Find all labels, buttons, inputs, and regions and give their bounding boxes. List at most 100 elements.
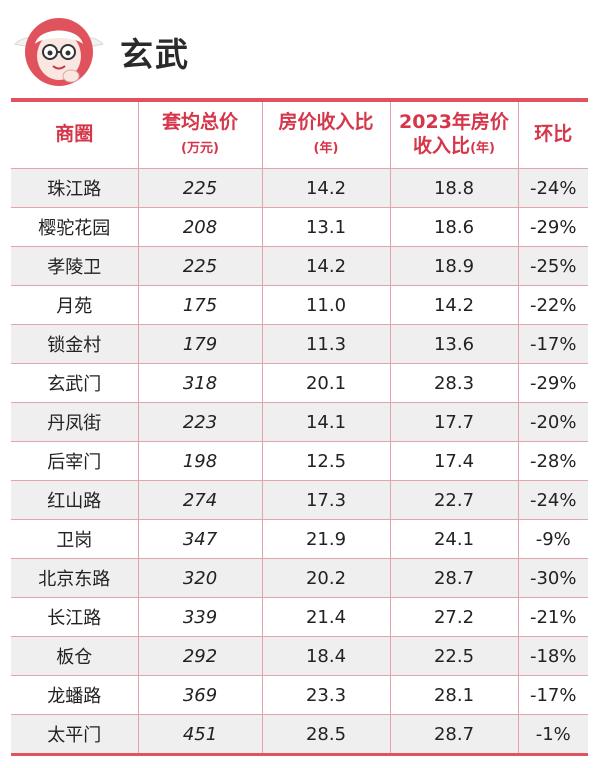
cell-avg-price: 369 bbox=[138, 675, 263, 715]
cell-price-income-ratio: 17.3 bbox=[262, 480, 391, 520]
cell-ratio-2023: 22.5 bbox=[390, 636, 519, 676]
cell-ratio-2023: 24.1 bbox=[390, 519, 519, 559]
cell-change: -9% bbox=[518, 519, 588, 559]
cell-change: -17% bbox=[518, 324, 588, 364]
cell-area: 后宰门 bbox=[11, 441, 139, 481]
cell-area: 红山路 bbox=[11, 480, 139, 520]
table-top-rule bbox=[11, 98, 588, 102]
cell-area: 卫岗 bbox=[11, 519, 139, 559]
cell-avg-price: 198 bbox=[138, 441, 263, 481]
table-row: 太平门 451 28.5 28.7 -1% bbox=[11, 714, 588, 753]
housing-price-table: 商圈 套均总价 (万元) 房价收入比 (年) 2023年房价 收入比(年) 环比 珠江… bbox=[11, 98, 588, 756]
cell-area: 太平门 bbox=[11, 714, 139, 753]
cell-avg-price: 175 bbox=[138, 285, 263, 325]
cell-area: 樱驼花园 bbox=[11, 207, 139, 247]
cell-change: -24% bbox=[518, 168, 588, 208]
cell-area: 丹凤街 bbox=[11, 402, 139, 442]
table-row: 月苑 175 11.0 14.2 -22% bbox=[11, 285, 588, 325]
cell-price-income-ratio: 11.0 bbox=[262, 285, 391, 325]
cell-area: 板仓 bbox=[11, 636, 139, 676]
cell-change: -18% bbox=[518, 636, 588, 676]
cell-price-income-ratio: 20.2 bbox=[262, 558, 391, 598]
cell-avg-price: 292 bbox=[138, 636, 263, 676]
cell-avg-price: 339 bbox=[138, 597, 263, 637]
table-row: 板仓 292 18.4 22.5 -18% bbox=[11, 636, 588, 676]
cell-change: -22% bbox=[518, 285, 588, 325]
cell-ratio-2023: 18.9 bbox=[390, 246, 519, 286]
cell-avg-price: 451 bbox=[138, 714, 263, 753]
cell-area: 月苑 bbox=[11, 285, 139, 325]
cell-change: -29% bbox=[518, 363, 588, 403]
cell-avg-price: 179 bbox=[138, 324, 263, 364]
cell-ratio-2023: 28.3 bbox=[390, 363, 519, 403]
table-header-row: 商圈 套均总价 (万元) 房价收入比 (年) 2023年房价 收入比(年) 环比 bbox=[11, 102, 588, 169]
cell-ratio-2023: 18.8 bbox=[390, 168, 519, 208]
column-header-price-income-ratio: 房价收入比 (年) bbox=[262, 102, 391, 169]
cell-avg-price: 208 bbox=[138, 207, 263, 247]
cell-area: 珠江路 bbox=[11, 168, 139, 208]
cell-ratio-2023: 22.7 bbox=[390, 480, 519, 520]
table-row: 卫岗 347 21.9 24.1 -9% bbox=[11, 519, 588, 559]
cell-avg-price: 225 bbox=[138, 168, 263, 208]
cell-area: 玄武门 bbox=[11, 363, 139, 403]
cell-price-income-ratio: 18.4 bbox=[262, 636, 391, 676]
cell-change: -24% bbox=[518, 480, 588, 520]
cell-area: 孝陵卫 bbox=[11, 246, 139, 286]
cell-price-income-ratio: 13.1 bbox=[262, 207, 391, 247]
table-row: 孝陵卫 225 14.2 18.9 -25% bbox=[11, 246, 588, 286]
table-row: 锁金村 179 11.3 13.6 -17% bbox=[11, 324, 588, 364]
cell-ratio-2023: 27.2 bbox=[390, 597, 519, 637]
cell-ratio-2023: 13.6 bbox=[390, 324, 519, 364]
cell-price-income-ratio: 14.1 bbox=[262, 402, 391, 442]
table-row: 北京东路 320 20.2 28.7 -30% bbox=[11, 558, 588, 598]
cell-ratio-2023: 28.7 bbox=[390, 714, 519, 753]
table-row: 樱驼花园 208 13.1 18.6 -29% bbox=[11, 207, 588, 247]
column-header-change: 环比 bbox=[518, 102, 588, 169]
table-row: 珠江路 225 14.2 18.8 -24% bbox=[11, 168, 588, 208]
cartoon-character-logo-icon bbox=[13, 14, 105, 88]
column-header-ratio-2023: 2023年房价 收入比(年) bbox=[390, 102, 519, 169]
cell-change: -17% bbox=[518, 675, 588, 715]
cell-change: -1% bbox=[518, 714, 588, 753]
cell-avg-price: 318 bbox=[138, 363, 263, 403]
cell-area: 北京东路 bbox=[11, 558, 139, 598]
table-row: 红山路 274 17.3 22.7 -24% bbox=[11, 480, 588, 520]
cell-avg-price: 223 bbox=[138, 402, 263, 442]
cell-price-income-ratio: 28.5 bbox=[262, 714, 391, 753]
cell-area: 锁金村 bbox=[11, 324, 139, 364]
cell-avg-price: 347 bbox=[138, 519, 263, 559]
column-header-avg-price: 套均总价 (万元) bbox=[138, 102, 263, 169]
cell-price-income-ratio: 14.2 bbox=[262, 246, 391, 286]
cell-ratio-2023: 28.7 bbox=[390, 558, 519, 598]
cell-ratio-2023: 17.4 bbox=[390, 441, 519, 481]
cell-avg-price: 274 bbox=[138, 480, 263, 520]
table-bottom-rule bbox=[11, 753, 588, 756]
cell-change: -29% bbox=[518, 207, 588, 247]
cell-change: -28% bbox=[518, 441, 588, 481]
cell-change: -21% bbox=[518, 597, 588, 637]
cell-area: 长江路 bbox=[11, 597, 139, 637]
header: 玄武 bbox=[0, 0, 600, 96]
cell-change: -20% bbox=[518, 402, 588, 442]
cell-ratio-2023: 18.6 bbox=[390, 207, 519, 247]
district-title: 玄武 bbox=[120, 35, 190, 74]
cell-price-income-ratio: 20.1 bbox=[262, 363, 391, 403]
cell-change: -25% bbox=[518, 246, 588, 286]
cell-avg-price: 225 bbox=[138, 246, 263, 286]
table-row: 玄武门 318 20.1 28.3 -29% bbox=[11, 363, 588, 403]
cell-price-income-ratio: 23.3 bbox=[262, 675, 391, 715]
table-row: 丹凤街 223 14.1 17.7 -20% bbox=[11, 402, 588, 442]
cell-price-income-ratio: 11.3 bbox=[262, 324, 391, 364]
table-row: 长江路 339 21.4 27.2 -21% bbox=[11, 597, 588, 637]
cell-price-income-ratio: 21.9 bbox=[262, 519, 391, 559]
cell-price-income-ratio: 14.2 bbox=[262, 168, 391, 208]
cell-ratio-2023: 28.1 bbox=[390, 675, 519, 715]
table-row: 龙蟠路 369 23.3 28.1 -17% bbox=[11, 675, 588, 715]
cell-change: -30% bbox=[518, 558, 588, 598]
cell-ratio-2023: 17.7 bbox=[390, 402, 519, 442]
cell-avg-price: 320 bbox=[138, 558, 263, 598]
table-row: 后宰门 198 12.5 17.4 -28% bbox=[11, 441, 588, 481]
cell-ratio-2023: 14.2 bbox=[390, 285, 519, 325]
column-header-area: 商圈 bbox=[11, 102, 139, 169]
cell-price-income-ratio: 12.5 bbox=[262, 441, 391, 481]
